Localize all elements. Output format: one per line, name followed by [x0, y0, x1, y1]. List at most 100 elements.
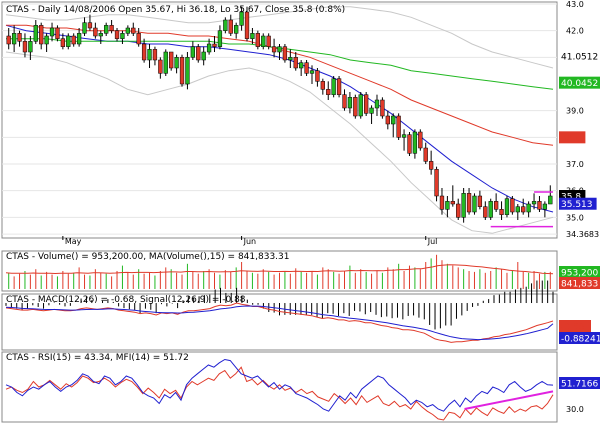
y-axis-tick-label: 35.0 — [566, 213, 584, 222]
candle-body — [288, 57, 293, 61]
volume-ma-label-text: 841,833 — [561, 280, 598, 290]
candle — [244, 6, 250, 42]
rsi-y-ticks: 30.0 — [566, 405, 584, 414]
candle — [347, 92, 353, 114]
x-axis-label: Jul — [427, 237, 438, 246]
candle-body — [299, 62, 304, 69]
candle — [304, 60, 309, 76]
candle — [396, 113, 401, 140]
candle-body — [109, 25, 114, 31]
candle — [358, 92, 363, 119]
candle-body — [358, 94, 363, 117]
candle — [466, 188, 472, 215]
candle-body — [206, 43, 212, 53]
candle-body — [244, 11, 250, 39]
macd-labels: -0.68 -0.882413 — [559, 320, 600, 345]
candle — [255, 30, 260, 50]
candle — [217, 25, 223, 50]
candle — [39, 22, 44, 50]
candle — [109, 20, 114, 34]
candle — [488, 198, 493, 220]
volume-label: 953,200 — [559, 266, 600, 279]
candle — [228, 14, 233, 36]
candle — [548, 185, 553, 205]
candle-body — [223, 19, 228, 31]
candle-body — [380, 99, 385, 117]
candle-body — [385, 115, 390, 125]
bollinger-lower — [5, 51, 554, 234]
rsi-trendline — [464, 390, 554, 410]
candle-body — [277, 46, 282, 53]
candle-body — [169, 51, 174, 69]
candle-body — [33, 25, 38, 42]
candle-body — [304, 62, 309, 74]
price-label: 35.513 — [559, 197, 597, 210]
candle-body — [234, 25, 239, 34]
candle-body — [98, 33, 103, 37]
candle-body — [526, 203, 531, 213]
candle — [158, 57, 163, 79]
candle-body — [250, 33, 255, 39]
candle-body — [466, 193, 472, 213]
candle — [461, 188, 466, 223]
candle-body — [537, 201, 542, 210]
signal-label: -0.882413 — [559, 332, 600, 345]
candle — [456, 198, 461, 220]
candle — [49, 22, 55, 42]
support-resistance-lines — [490, 191, 553, 228]
price-label: 41.0512 — [559, 50, 600, 63]
candle — [136, 28, 141, 47]
macd-label-bg — [559, 320, 591, 332]
candle — [234, 22, 239, 39]
candle-body — [174, 57, 179, 69]
rsi-trendline — [464, 390, 554, 410]
candle — [120, 30, 125, 44]
candle — [418, 129, 423, 151]
candle — [493, 193, 499, 212]
x-axis-label: May — [65, 237, 82, 246]
candle — [277, 44, 282, 60]
candle-body — [439, 195, 445, 210]
candle-body — [201, 51, 206, 61]
candle-body — [461, 193, 466, 218]
candle-body — [147, 49, 152, 61]
candle — [434, 166, 439, 202]
candle — [141, 38, 147, 63]
x-axis-labels: MayJunJulAugust — [62, 236, 438, 246]
candle-body — [364, 94, 369, 114]
candle — [82, 17, 87, 36]
price-label-text: 40.0452 — [561, 79, 598, 89]
candle — [163, 49, 168, 76]
candle — [407, 132, 412, 156]
candle — [385, 110, 390, 130]
price-label-text: 41.0512 — [561, 53, 598, 63]
rsi-mfi-line — [5, 366, 554, 421]
rsi-labels: 51.7166 — [559, 377, 600, 390]
candle — [33, 20, 38, 44]
price-label-bg — [559, 197, 597, 210]
candle — [282, 44, 288, 63]
candle — [320, 78, 325, 95]
candle — [391, 113, 396, 138]
candle-body — [472, 195, 477, 213]
candle-body — [309, 70, 315, 74]
candle-body — [510, 198, 515, 213]
price-label-bg — [559, 50, 600, 62]
candle — [504, 196, 510, 218]
candle — [353, 94, 358, 119]
candle-body — [6, 35, 11, 45]
price-label-bg — [559, 131, 586, 144]
candle-body — [347, 97, 353, 109]
candle-body — [320, 81, 325, 90]
candle — [6, 28, 11, 50]
candle-body — [39, 25, 44, 45]
candle — [364, 92, 369, 116]
candle-body — [293, 57, 298, 69]
y-axis-tick-label: 39.0 — [566, 107, 584, 116]
candle — [98, 30, 103, 44]
candle-body — [114, 30, 120, 39]
candle — [331, 76, 336, 98]
candle — [374, 94, 380, 116]
candle-body — [163, 51, 168, 74]
